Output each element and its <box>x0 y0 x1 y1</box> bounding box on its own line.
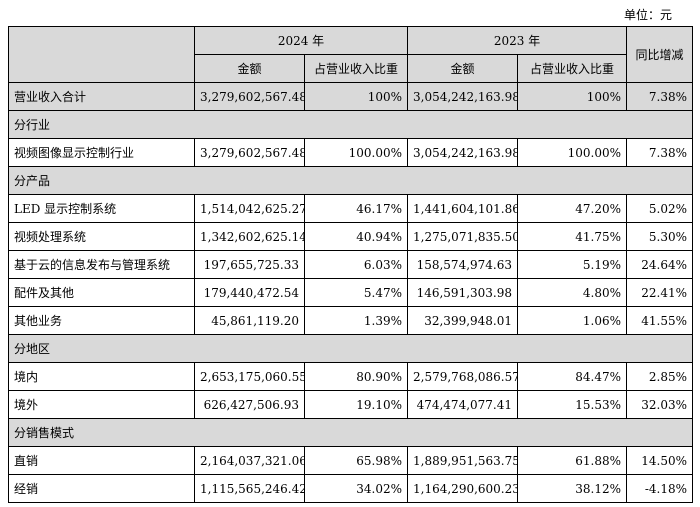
yoy-change: 32.03% <box>626 390 694 419</box>
row-name: LED 显示控制系统 <box>8 194 195 223</box>
ratio-2023: 41.75% <box>517 222 628 251</box>
ratio-2023: 47.20% <box>517 194 628 223</box>
amount-2024: 1,342,602,625.14 <box>194 222 305 251</box>
ratio-2024: 100.00% <box>303 138 409 167</box>
amount-2023: 3,054,242,163.98 <box>407 138 519 167</box>
header-amount-2023: 金额 <box>407 54 519 83</box>
section-row: 分销售模式 <box>7 418 694 447</box>
header-ratio-2023: 占营业收入比重 <box>517 54 628 83</box>
amount-2023: 2,579,768,086.57 <box>407 362 519 391</box>
section-row: 分产品 <box>7 166 694 195</box>
ratio-2023: 5.19% <box>517 250 628 279</box>
ratio-2023: 15.53% <box>517 390 628 419</box>
yoy-change: 2.85% <box>626 362 694 391</box>
row-name: 境内 <box>8 362 195 391</box>
header-year-2024: 2024 年 <box>193 26 409 55</box>
amount-2024: 3,279,602,567.48 <box>194 82 305 111</box>
ratio-2023: 100% <box>517 82 628 111</box>
table-row: 境内 2,653,175,060.55 80.90% 2,579,768,086.57… <box>8 362 694 391</box>
ratio-2024: 1.39% <box>303 306 409 335</box>
header-yoy: 同比增减 <box>626 26 694 83</box>
ratio-2023: 100.00% <box>517 138 628 167</box>
amount-2023: 474,474,077.41 <box>407 390 519 419</box>
table-header: 2024 年 2023 年 同比增减 金额 占营业收入比重 金额 占营业收入比重 <box>8 26 694 83</box>
amount-2024: 2,653,175,060.55 <box>194 362 305 391</box>
table-row: 基于云的信息发布与管理系统 197,655,725.33 6.03% 158,574,… <box>8 250 694 279</box>
yoy-change: 7.38% <box>626 82 694 111</box>
table-row: 其他业务 45,861,119.20 1.39% 32,399,948.01 1.06%… <box>8 306 694 335</box>
ratio-2024: 6.03% <box>303 250 409 279</box>
yoy-change: 41.55% <box>626 306 694 335</box>
revenue-table: 2024 年 2023 年 同比增减 金额 占营业收入比重 金额 占营业收入比重… <box>7 26 694 503</box>
amount-2023: 32,399,948.01 <box>407 306 519 335</box>
yoy-change: 7.38% <box>626 138 694 167</box>
row-name: 视频图像显示控制行业 <box>8 138 195 167</box>
section-title: 分产品 <box>7 166 694 195</box>
ratio-2024: 40.94% <box>303 222 409 251</box>
header-blank-cell <box>8 26 195 83</box>
amount-2023: 1,889,951,563.75 <box>407 446 519 475</box>
amount-2024: 3,279,602,567.48 <box>194 138 305 167</box>
yoy-change: 5.30% <box>626 222 694 251</box>
ratio-2023: 84.47% <box>517 362 628 391</box>
section-title: 分销售模式 <box>7 418 694 447</box>
amount-2024: 45,861,119.20 <box>194 306 305 335</box>
section-title: 分地区 <box>7 334 694 363</box>
amount-2023: 3,054,242,163.98 <box>407 82 519 111</box>
ratio-2024: 100% <box>303 82 409 111</box>
table-row: 直销 2,164,037,321.06 65.98% 1,889,951,563.75… <box>8 446 694 475</box>
row-name: 直销 <box>8 446 195 475</box>
row-name: 境外 <box>8 390 195 419</box>
ratio-2023: 38.12% <box>517 474 628 503</box>
header-amount-2024: 金额 <box>194 54 305 83</box>
row-name: 视频处理系统 <box>8 222 195 251</box>
table-row: 视频处理系统 1,342,602,625.14 40.94% 1,275,071,83… <box>8 222 694 251</box>
yoy-change: 24.64% <box>626 250 694 279</box>
section-row: 分行业 <box>7 110 694 139</box>
row-name: 经销 <box>8 474 195 503</box>
table-row: 经销 1,115,565,246.42 34.02% 1,164,290,600.23… <box>8 474 694 503</box>
table-row: 配件及其他 179,440,472.54 5.47% 146,591,303.98 4.… <box>8 278 694 307</box>
ratio-2023: 1.06% <box>517 306 628 335</box>
ratio-2024: 46.17% <box>303 194 409 223</box>
ratio-2024: 34.02% <box>303 474 409 503</box>
ratio-2023: 61.88% <box>517 446 628 475</box>
amount-2024: 179,440,472.54 <box>194 278 305 307</box>
header-year-2023: 2023 年 <box>407 26 628 55</box>
row-name: 配件及其他 <box>8 278 195 307</box>
amount-2023: 158,574,974.63 <box>407 250 519 279</box>
amount-2024: 1,115,565,246.42 <box>194 474 305 503</box>
ratio-2024: 65.98% <box>303 446 409 475</box>
row-name: 营业收入合计 <box>8 82 195 111</box>
amount-2024: 626,427,506.93 <box>194 390 305 419</box>
amount-2024: 197,655,725.33 <box>194 250 305 279</box>
unit-label: 单位：元 <box>623 8 672 22</box>
ratio-2024: 19.10% <box>303 390 409 419</box>
row-name: 其他业务 <box>8 306 195 335</box>
amount-2023: 1,441,604,101.86 <box>407 194 519 223</box>
amount-2023: 146,591,303.98 <box>407 278 519 307</box>
section-row: 分地区 <box>7 334 694 363</box>
section-title: 分行业 <box>7 110 694 139</box>
ratio-2024: 5.47% <box>303 278 409 307</box>
yoy-change: 5.02% <box>626 194 694 223</box>
table-row: LED 显示控制系统 1,514,042,625.27 46.17% 1,441,60… <box>8 194 694 223</box>
ratio-2024: 80.90% <box>303 362 409 391</box>
row-name: 基于云的信息发布与管理系统 <box>8 250 195 279</box>
yoy-change: 14.50% <box>626 446 694 475</box>
table-row: 视频图像显示控制行业 3,279,602,567.48 100.00% 3,054,2… <box>8 138 694 167</box>
yoy-change: 22.41% <box>626 278 694 307</box>
amount-2024: 1,514,042,625.27 <box>194 194 305 223</box>
amount-2023: 1,275,071,835.50 <box>407 222 519 251</box>
total-row: 营业收入合计 3,279,602,567.48 100% 3,054,242,1… <box>8 82 694 111</box>
amount-2024: 2,164,037,321.06 <box>194 446 305 475</box>
header-ratio-2024: 占营业收入比重 <box>303 54 409 83</box>
ratio-2023: 4.80% <box>517 278 628 307</box>
table-row: 境外 626,427,506.93 19.10% 474,474,077.41 15.5… <box>8 390 694 419</box>
table-body: 营业收入合计 3,279,602,567.48 100% 3,054,242,1… <box>7 82 694 503</box>
amount-2023: 1,164,290,600.23 <box>407 474 519 503</box>
yoy-change: -4.18% <box>626 474 694 503</box>
